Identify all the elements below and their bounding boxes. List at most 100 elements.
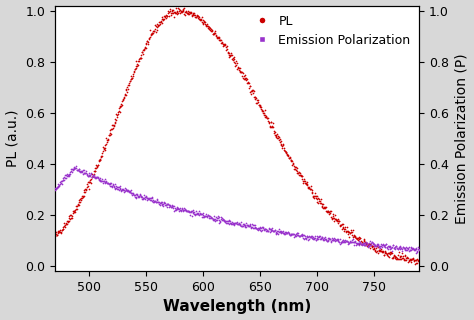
Point [149, 31, 156, 36]
Point [396, 254, 403, 259]
Point [150, 29, 158, 34]
Point [412, 258, 420, 263]
Point [133, 61, 141, 67]
Point [123, 89, 131, 94]
Point [398, 245, 405, 251]
Point [151, 27, 158, 32]
Point [333, 217, 340, 222]
Point [277, 230, 284, 235]
Point [162, 203, 170, 208]
Point [182, 209, 190, 214]
Point [100, 179, 108, 184]
Point [365, 244, 372, 249]
Point [67, 216, 74, 221]
Point [284, 229, 292, 234]
Point [274, 232, 282, 237]
Point [246, 83, 253, 88]
Point [238, 74, 246, 79]
Point [309, 235, 316, 240]
Point [343, 238, 351, 243]
Point [87, 180, 95, 185]
Point [221, 41, 228, 46]
Point [228, 56, 236, 61]
Point [249, 225, 256, 230]
Point [298, 233, 306, 238]
Point [219, 41, 226, 46]
Point [210, 30, 218, 35]
Point [415, 248, 423, 253]
Point [360, 241, 367, 246]
Point [220, 42, 228, 47]
Point [77, 170, 85, 175]
Point [121, 93, 128, 98]
Point [321, 234, 328, 239]
Point [180, 6, 187, 11]
Point [389, 256, 396, 261]
Point [148, 31, 155, 36]
Point [320, 237, 328, 243]
Point [291, 166, 298, 171]
Point [310, 236, 317, 241]
Point [97, 157, 104, 163]
Point [127, 191, 134, 196]
Point [223, 44, 231, 49]
Point [297, 233, 305, 238]
Point [92, 165, 100, 171]
Point [74, 168, 82, 173]
Point [102, 180, 109, 185]
Point [111, 181, 118, 187]
Point [176, 205, 183, 210]
Point [173, 5, 180, 11]
Point [72, 208, 79, 213]
Point [155, 202, 163, 207]
Point [280, 230, 288, 236]
Point [134, 192, 141, 197]
Point [125, 189, 133, 194]
Point [337, 240, 345, 245]
Point [310, 193, 317, 198]
Point [138, 197, 146, 202]
Point [363, 240, 370, 245]
Point [270, 130, 278, 135]
Point [193, 211, 201, 216]
Point [192, 209, 200, 214]
Point [214, 215, 222, 220]
Point [61, 173, 69, 178]
Point [232, 63, 239, 68]
Point [329, 215, 337, 220]
Point [373, 244, 380, 249]
Point [345, 241, 353, 246]
Point [255, 102, 263, 108]
Point [198, 212, 205, 217]
Point [122, 92, 129, 97]
Point [261, 112, 269, 117]
Point [112, 117, 120, 123]
Point [150, 199, 158, 204]
Point [59, 177, 66, 182]
Point [185, 209, 193, 214]
Point [204, 213, 212, 218]
Point [177, 8, 184, 13]
Point [82, 187, 90, 192]
Point [90, 174, 98, 179]
Point [346, 240, 353, 245]
Point [376, 249, 383, 254]
Point [408, 257, 415, 262]
Point [100, 181, 107, 186]
Point [53, 185, 61, 190]
Point [110, 123, 118, 128]
X-axis label: Wavelength (nm): Wavelength (nm) [163, 300, 311, 315]
Point [332, 217, 339, 222]
Point [402, 245, 410, 250]
Point [153, 25, 161, 30]
Point [228, 220, 235, 225]
Point [415, 259, 422, 264]
Point [160, 14, 168, 19]
Point [231, 57, 238, 62]
Point [392, 256, 400, 261]
Point [237, 220, 245, 225]
Point [213, 34, 221, 39]
Point [261, 227, 269, 232]
Point [65, 213, 73, 218]
Point [352, 236, 360, 241]
